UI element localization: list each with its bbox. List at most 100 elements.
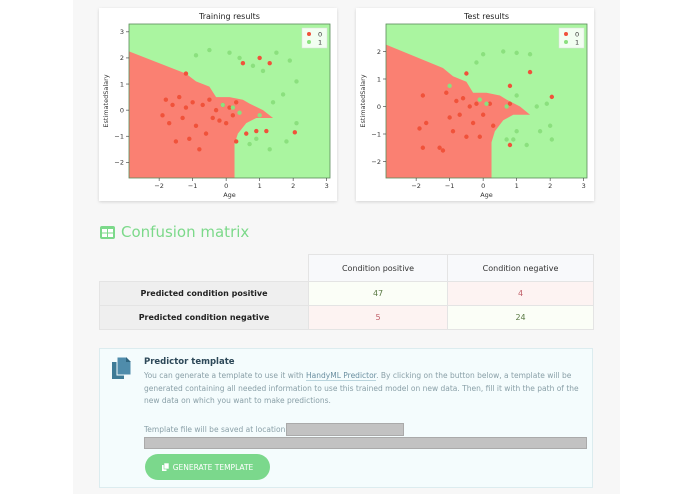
data-point-class-0: [440, 148, 446, 153]
data-point-class-0: [183, 105, 189, 110]
confusion-matrix-table: Condition positive Condition negative Pr…: [99, 254, 594, 330]
data-point-class-1: [250, 63, 256, 68]
save-location-row: Template file will be saved at location: [144, 423, 405, 436]
data-point-class-0: [200, 102, 205, 108]
data-point-class-0: [234, 100, 239, 105]
svg-text:−2: −2: [154, 182, 164, 190]
data-point-class-1: [549, 137, 555, 142]
confusion-matrix-title: Confusion matrix: [121, 223, 250, 241]
svg-text:1: 1: [515, 182, 519, 190]
data-point-class-0: [183, 71, 189, 76]
data-point-class-0: [491, 123, 496, 128]
data-point-class-1: [511, 137, 516, 142]
test-plot-svg: Test results−2 −1 0 1 2 3−2−1012AgeEstimatedS…: [359, 12, 588, 199]
data-point-class-0: [477, 134, 482, 139]
data-point-class-1: [544, 101, 549, 106]
row-header: Predicted condition positive: [99, 281, 309, 306]
svg-text:1: 1: [120, 80, 124, 88]
data-point-class-1: [227, 50, 232, 55]
x-axis-label: Age: [223, 191, 236, 199]
data-point-class-0: [447, 115, 452, 120]
data-point-class-0: [437, 145, 442, 150]
description-text: You can generate a template to use it wi…: [144, 371, 307, 380]
table-header-row: Condition positive Condition negative: [99, 254, 594, 282]
svg-text:0: 0: [318, 30, 322, 38]
data-point-class-0: [470, 120, 476, 126]
data-point-class-0: [457, 112, 462, 117]
data-point-class-1: [527, 52, 533, 57]
data-point-class-0: [420, 145, 426, 150]
save-location-field[interactable]: [286, 423, 405, 436]
data-point-class-0: [160, 113, 165, 118]
data-point-class-1: [514, 93, 519, 98]
data-point-class-0: [244, 131, 249, 136]
svg-text:−2: −2: [114, 159, 124, 167]
data-point-class-0: [487, 101, 493, 106]
data-point-class-1: [294, 120, 299, 126]
data-point-class-1: [247, 141, 252, 147]
data-point-class-1: [484, 101, 489, 106]
column-header: Condition positive: [307, 254, 449, 282]
data-point-class-1: [294, 79, 299, 84]
test-results-plot: Test results −2 −1 0 1 2 3 −2 −1 0 1 2 Age EstimatedS…: [356, 8, 594, 201]
data-point-class-1: [504, 104, 509, 109]
svg-text:2: 2: [120, 54, 124, 62]
data-point-class-1: [477, 97, 482, 102]
data-point-class-0: [254, 128, 259, 134]
data-point-class-0: [203, 131, 209, 136]
copy-documents-icon: [112, 357, 132, 379]
handyml-predictor-link[interactable]: HandyML Predictor: [306, 371, 377, 381]
svg-text:−1: −1: [445, 182, 455, 190]
data-point-class-0: [217, 118, 222, 123]
data-point-class-0: [467, 104, 472, 109]
generate-template-button[interactable]: GENERATE TEMPLATE: [145, 454, 270, 480]
true-positive-cell: 47: [307, 281, 449, 306]
data-point-class-1: [267, 147, 272, 152]
svg-text:−1: −1: [188, 182, 198, 190]
training-results-plot: Training results −2 −1 0 1 2 3 −2 −1 0 1 2 3 Age Estim…: [99, 8, 337, 201]
plot-title: Training results: [198, 12, 260, 21]
svg-text:−2: −2: [371, 158, 381, 166]
data-point-class-0: [480, 112, 486, 117]
svg-text:1: 1: [258, 182, 262, 190]
data-point-class-1: [230, 105, 236, 110]
predictor-template-panel: Predictor template You can generate a te…: [99, 348, 593, 488]
data-point-class-0: [190, 100, 195, 105]
data-point-class-0: [450, 129, 456, 134]
data-point-class-1: [280, 92, 286, 97]
data-point-class-0: [240, 60, 246, 66]
svg-text:2: 2: [377, 48, 381, 56]
data-point-class-0: [464, 134, 469, 139]
decision-region-0: [386, 44, 531, 178]
column-header: Condition negative: [447, 254, 594, 282]
table-row: Predicted condition negative 5 24: [99, 305, 594, 330]
svg-text:3: 3: [120, 28, 124, 36]
save-location-label: Template file will be saved at location: [144, 425, 286, 434]
data-point-class-1: [287, 58, 292, 63]
table-row: Predicted condition positive 47 4: [99, 281, 594, 306]
svg-text:−2: −2: [411, 182, 421, 190]
legend: [301, 27, 328, 49]
data-point-class-0: [420, 93, 426, 98]
y-axis-label: EstimatedSalary: [102, 74, 110, 127]
data-point-class-1: [220, 102, 225, 108]
predictor-description: You can generate a template to use it wi…: [144, 370, 584, 408]
data-point-class-1: [514, 129, 519, 134]
data-point-class-1: [260, 68, 266, 74]
data-point-class-1: [534, 104, 539, 109]
row-header: Predicted condition negative: [99, 305, 309, 330]
save-path-field[interactable]: [144, 437, 587, 449]
data-point-class-1: [504, 137, 509, 142]
plot-title: Test results: [463, 12, 509, 21]
table-icon: [100, 225, 115, 239]
data-point-class-0: [177, 94, 182, 100]
data-point-class-1: [237, 110, 242, 115]
data-point-class-1: [254, 136, 259, 142]
data-point-class-0: [454, 98, 459, 104]
data-point-class-1: [274, 50, 279, 55]
svg-text:3: 3: [325, 182, 329, 190]
legend: [558, 27, 585, 49]
data-point-class-1: [501, 49, 506, 54]
copy-icon: [161, 463, 169, 471]
data-point-class-1: [270, 100, 276, 105]
